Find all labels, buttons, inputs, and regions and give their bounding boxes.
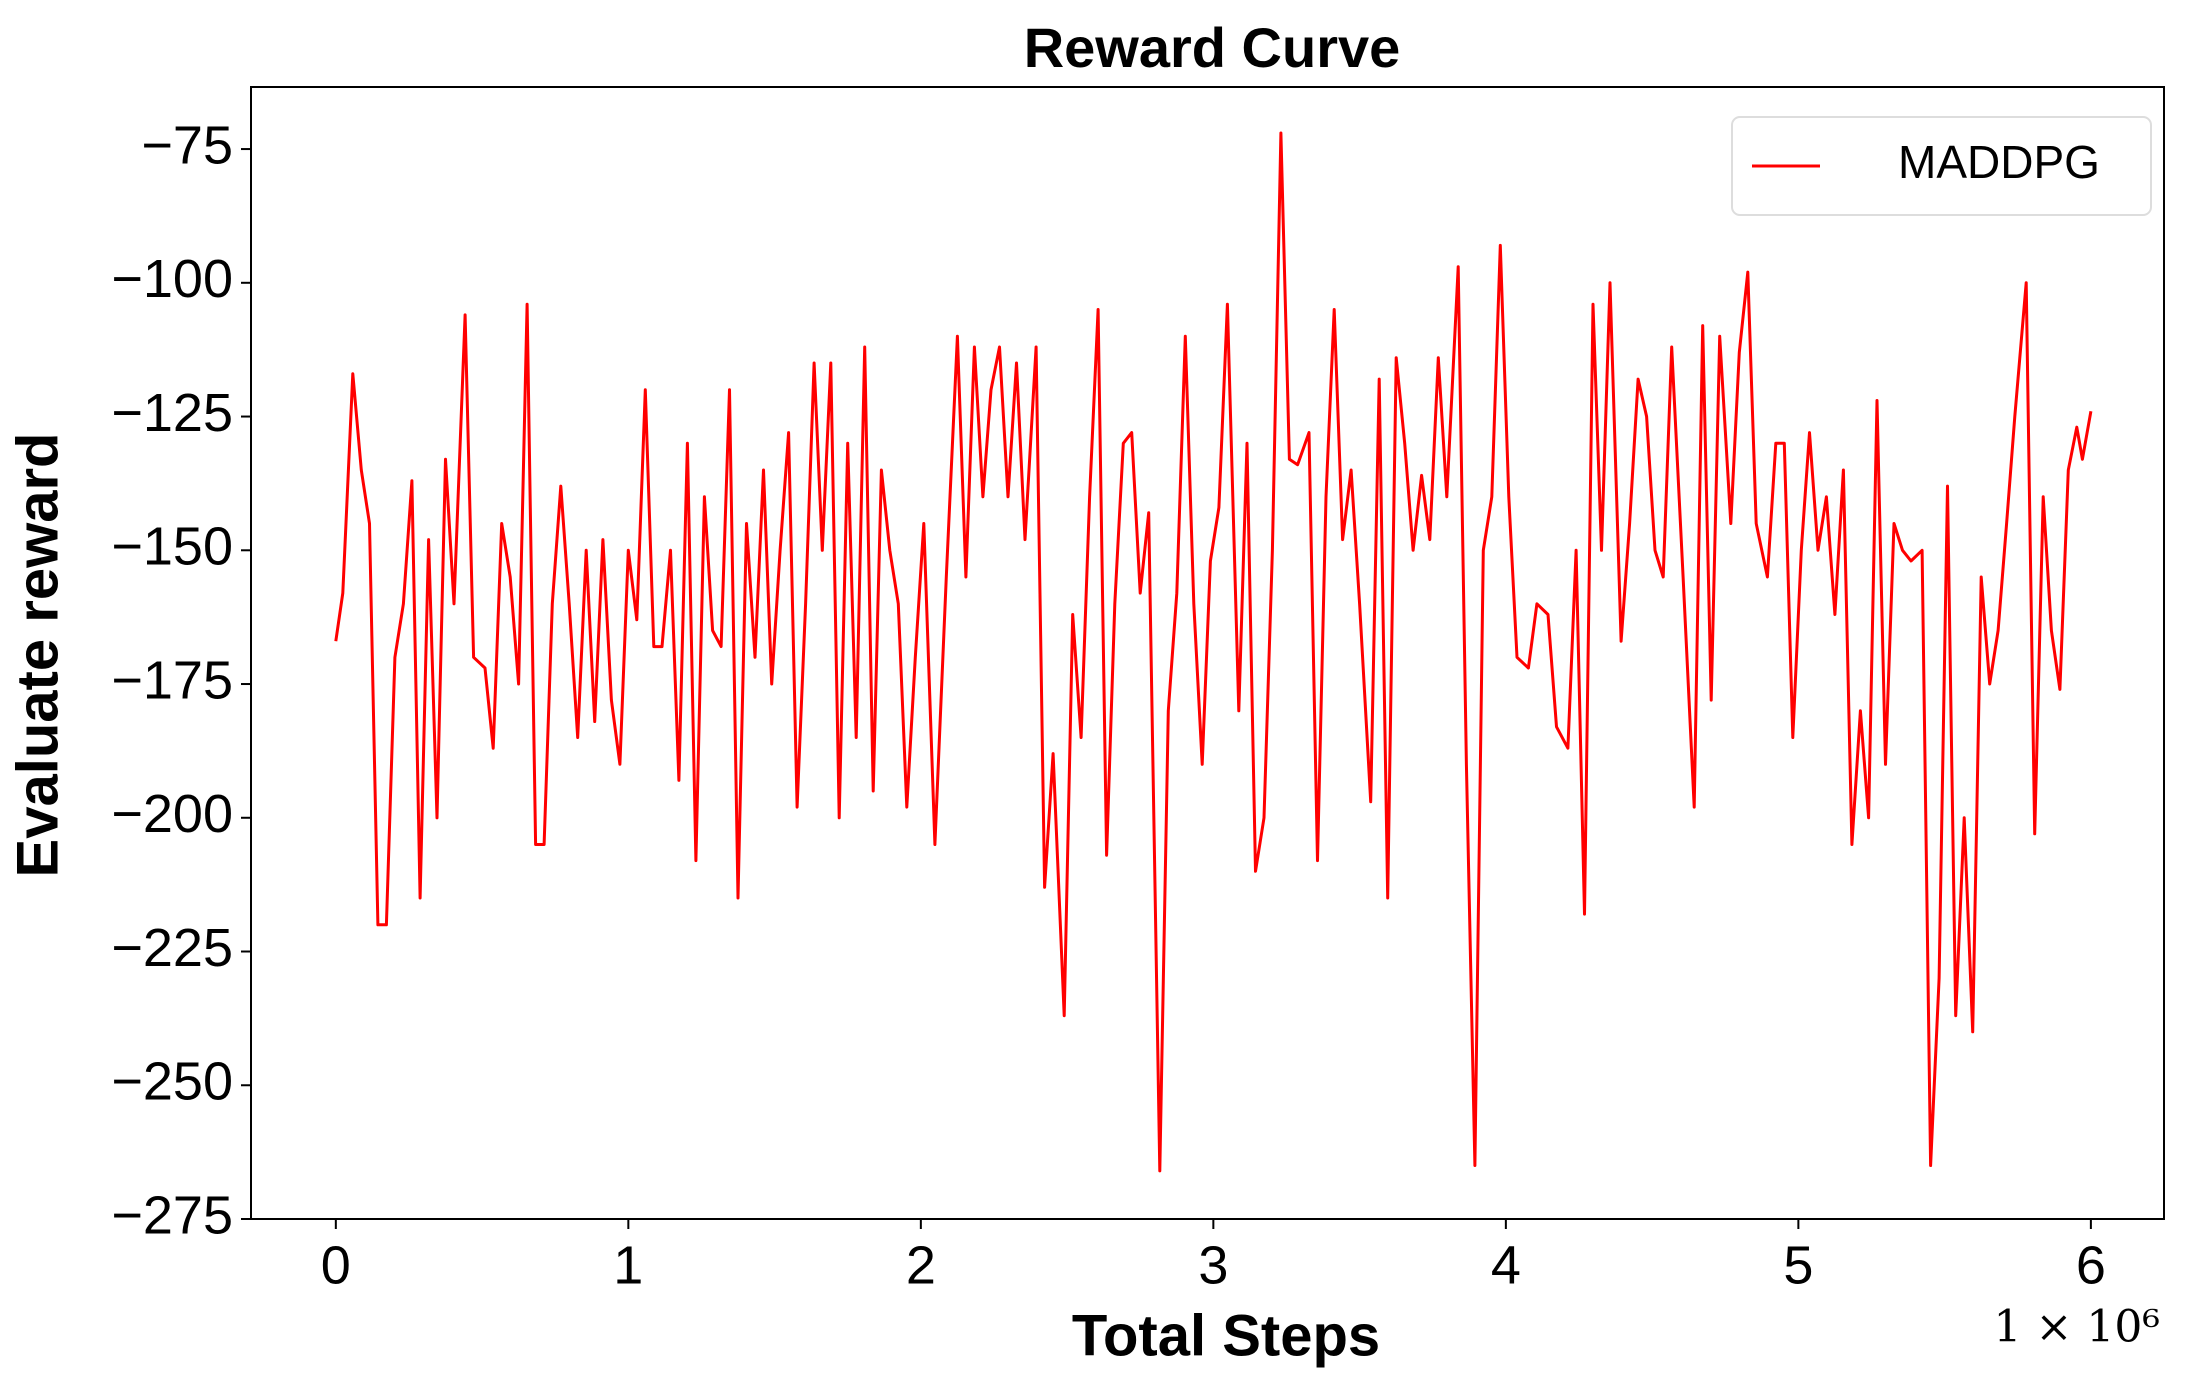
- y-tick-label: −275: [111, 1185, 233, 1245]
- legend-box: [1731, 116, 2152, 216]
- y-tick-label: −125: [111, 383, 233, 443]
- chart-title: Reward Curve: [1024, 16, 1401, 79]
- y-axis-label: Evaluate reward: [5, 433, 70, 878]
- legend: MADDPG: [1731, 116, 2152, 216]
- x-axis-label: Total Steps: [1072, 1303, 1380, 1368]
- y-tick-label: −100: [111, 249, 233, 309]
- series-line: [334, 131, 2093, 1173]
- x-tick-label: 2: [906, 1235, 936, 1295]
- y-tick-label: −225: [111, 918, 233, 978]
- x-tick-label: 0: [321, 1235, 351, 1295]
- y-tick-label: −200: [111, 784, 233, 844]
- y-tick-label: −250: [111, 1052, 233, 1112]
- x-tick-label: 6: [2076, 1235, 2106, 1295]
- x-tick-label: 5: [1783, 1235, 1813, 1295]
- x-tick-label: 3: [1198, 1235, 1228, 1295]
- legend-label: MADDPG: [1898, 136, 2100, 188]
- x-multiplier: 1 × 10⁶: [1994, 1302, 2160, 1353]
- x-tick-label: 4: [1491, 1235, 1521, 1295]
- x-tick-label: 1: [613, 1235, 643, 1295]
- y-tick-label: −150: [111, 517, 233, 577]
- plot-frame: [250, 86, 2165, 1220]
- y-tick-label: −175: [111, 650, 233, 710]
- y-tick-label: −75: [141, 115, 233, 175]
